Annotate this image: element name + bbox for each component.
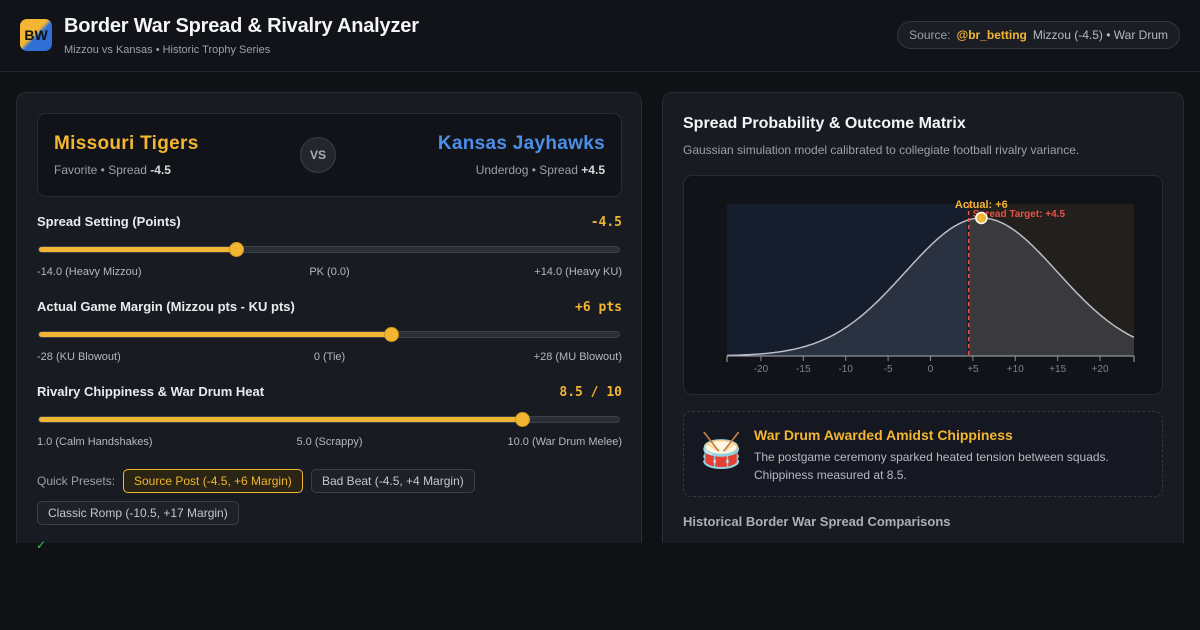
slider-max-label: +28 (MU Blowout) [533, 351, 622, 363]
slider-thumb[interactable] [515, 412, 531, 427]
cover-area [969, 218, 1134, 356]
matchup-card: Missouri Tigers Favorite • Spread -4.5 V… [37, 113, 622, 197]
check-icon: ✓ [36, 538, 47, 552]
slider-mid-label: 0 (Tie) [313, 351, 346, 363]
vs-badge: VS [300, 137, 336, 173]
slider-value: +6 pts [575, 300, 622, 315]
x-tick-label: 0 [928, 364, 934, 375]
slider-thumb[interactable] [228, 242, 244, 257]
event-title: War Drum Awarded Amidst Chippiness [754, 427, 1013, 443]
slider-min-label: -14.0 (Heavy Mizzou) [37, 266, 142, 278]
slider-mid-label: PK (0.0) [309, 266, 350, 278]
slider-fill [39, 417, 523, 422]
home-team-role: Favorite • Spread [54, 163, 151, 177]
margin-slider-block: Actual Game Margin (Mizzou pts - KU pts)… [37, 299, 622, 371]
preset-bad-beat-button[interactable]: Bad Beat (-4.5, +4 Margin) [311, 469, 475, 493]
actual-margin-point [975, 211, 988, 225]
slider-fill [39, 247, 236, 252]
probability-chart-svg: -20 -15 -10 -5 0 +5 +10 +15 +20 Spread Target: +4… [726, 199, 1135, 375]
actual-margin-label: Actual: +6 [955, 199, 1008, 211]
slider-min-label: -28 (KU Blowout) [37, 351, 121, 363]
x-tick-label: +15 [1049, 364, 1066, 375]
away-team-meta: Underdog • Spread +4.5 [476, 163, 605, 177]
slider-thumb[interactable] [384, 327, 400, 342]
home-team-spread: -4.5 [150, 163, 171, 177]
home-team-meta: Favorite • Spread -4.5 [54, 163, 171, 177]
slider-min-label: 1.0 (Calm Handshakes) [37, 436, 153, 448]
probability-chart: -20 -15 -10 -5 0 +5 +10 +15 +20 Spread Target: +4… [683, 175, 1163, 395]
slider-max-label: +14.0 (Heavy KU) [534, 266, 622, 278]
preset-source-post-button[interactable]: Source Post (-4.5, +6 Margin) [123, 469, 303, 493]
away-team-name: Kansas Jayhawks [437, 133, 605, 154]
preset-classic-romp-button[interactable]: Classic Romp (-10.5, +17 Margin) [37, 501, 239, 525]
spread-slider[interactable] [38, 242, 620, 257]
chippiness-slider-block: Rivalry Chippiness & War Drum Heat 8.5 /… [37, 384, 622, 456]
slider-label: Rivalry Chippiness & War Drum Heat [37, 384, 265, 399]
slider-label: Actual Game Margin (Mizzou pts - KU pts) [37, 299, 295, 314]
chippiness-slider[interactable] [38, 412, 620, 427]
x-tick-label: -15 [796, 364, 811, 375]
event-card: 🥁 War Drum Awarded Amidst Chippiness The… [683, 411, 1163, 497]
outcome-panel: Spread Probability & Outcome Matrix Gaus… [662, 92, 1184, 562]
event-text: The postgame ceremony sparked heated ten… [754, 450, 1109, 482]
source-info: Mizzou (-4.5) • War Drum [1032, 28, 1168, 42]
away-team-role: Underdog • Spread [475, 163, 582, 177]
home-team-name: Missouri Tigers [54, 133, 199, 154]
outcome-subtitle: Gaussian simulation model calibrated to … [683, 143, 1080, 157]
source-prefix: Source: [909, 28, 951, 42]
margin-slider[interactable] [38, 327, 620, 342]
x-tick-label: -10 [838, 364, 853, 375]
history-section-title: Historical Border War Spread Comparisons [683, 514, 951, 529]
x-tick-label: +5 [967, 364, 979, 375]
away-team-spread: +4.5 [581, 163, 605, 177]
slider-value: 8.5 / 10 [559, 385, 622, 400]
x-tick-label: +20 [1092, 364, 1109, 375]
viewport-cutoff [0, 543, 1200, 630]
slider-max-label: 10.0 (War Drum Melee) [507, 436, 622, 448]
fail-area [727, 220, 968, 356]
x-tick-label: +10 [1007, 364, 1024, 375]
outcome-title: Spread Probability & Outcome Matrix [683, 115, 966, 132]
x-tick-label: -5 [884, 364, 893, 375]
app-header: BW Border War Spread & Rivalry Analyzer … [0, 0, 1200, 72]
page-subtitle: Mizzou vs Kansas • Historic Trophy Serie… [64, 44, 271, 56]
spread-slider-block: Spread Setting (Points) -4.5 -14.0 (Heav… [37, 214, 622, 286]
source-handle-link[interactable]: @br_betting [956, 28, 1027, 42]
slider-fill [39, 332, 392, 337]
distribution-curve [726, 217, 1135, 357]
drum-icon: 🥁 [700, 432, 743, 470]
app-logo: BW [20, 19, 52, 51]
presets-label: Quick Presets: [37, 474, 116, 488]
spread-target-label: Spread Target: +4.5 [973, 209, 1066, 220]
slider-mid-label: 5.0 (Scrappy) [296, 436, 363, 448]
slider-value: -4.5 [590, 215, 622, 230]
page-title: Border War Spread & Rivalry Analyzer [64, 15, 419, 37]
x-tick-label: -20 [754, 364, 769, 375]
controls-panel: Missouri Tigers Favorite • Spread -4.5 V… [16, 92, 642, 562]
source-pill[interactable]: Source: @br_betting Mizzou (-4.5) • War … [897, 21, 1180, 49]
slider-label: Spread Setting (Points) [37, 214, 181, 229]
